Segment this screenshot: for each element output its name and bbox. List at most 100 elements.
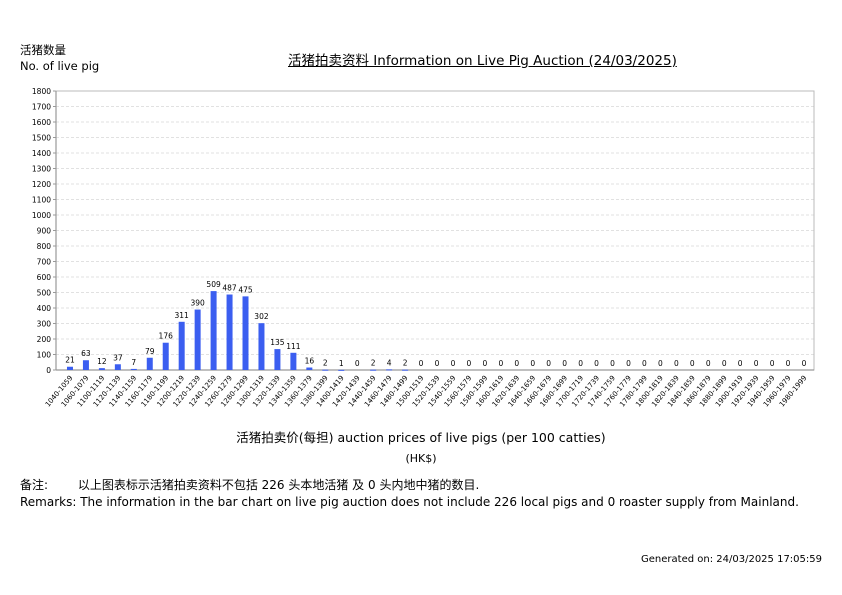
y-tick-label: 1600 [32,118,51,127]
y-tick-label: 1400 [32,149,51,158]
x-axis-title: 活猪拍卖价(每担) auction prices of live pigs (p… [236,430,606,445]
bar-value-label: 0 [594,359,599,368]
bar-value-label: 21 [65,356,75,365]
bar [210,291,217,370]
y-tick-label: 1700 [32,103,51,112]
y-tick-label: 1500 [32,134,51,143]
y-tick-label: 300 [37,320,52,329]
bar-value-label: 2 [323,359,328,368]
bar [178,321,185,370]
bar [194,309,201,370]
bar-value-label: 509 [206,280,221,289]
remarks-cn-label: 备注: [20,478,49,492]
bar-value-label: 2 [371,359,376,368]
bar-value-label: 0 [610,359,615,368]
x-axis-unit: (HK$) [405,452,437,465]
bar [386,369,393,371]
bar [322,369,329,371]
y-tick-label: 900 [37,227,52,236]
bar [66,366,73,370]
bar-value-label: 1 [339,359,344,368]
bar-value-label: 0 [802,359,807,368]
bar-value-label: 4 [387,358,392,367]
bar-value-label: 2 [403,359,408,368]
bar-value-label: 0 [754,359,759,368]
bar [258,323,265,370]
bar [402,369,409,371]
bar-value-label: 487 [222,284,237,293]
bar [290,352,297,370]
bar-value-label: 0 [786,359,791,368]
bar-value-label: 12 [97,357,107,366]
bar [98,368,105,370]
bar-value-label: 0 [482,359,487,368]
bar-value-label: 0 [514,359,519,368]
bar-value-label: 0 [642,359,647,368]
bar-value-label: 0 [578,359,583,368]
bar-value-label: 0 [722,359,727,368]
y-tick-label: 100 [37,351,52,360]
bar-value-label: 176 [159,332,174,341]
y-tick-label: 600 [37,273,52,282]
plot-area [55,90,815,371]
y-tick-label: 1800 [32,87,51,96]
bar [82,360,89,370]
bar-value-label: 0 [706,359,711,368]
bar [274,349,281,370]
bar-value-label: 302 [254,312,269,321]
bar-value-label: 0 [546,359,551,368]
bar-value-label: 16 [305,357,315,366]
bar-value-label: 0 [530,359,535,368]
bar [370,369,377,371]
bar-value-label: 7 [131,358,136,367]
bar [146,357,153,370]
y-axis-title-cn: 活猪数量 [20,43,66,57]
y-axis-title: 活猪数量 No. of live pig [20,42,99,74]
y-tick-label: 0 [46,366,51,375]
y-tick-label: 800 [37,242,52,251]
bar-value-label: 0 [674,359,679,368]
bar [114,364,121,370]
bar-value-label: 390 [190,299,205,308]
bar-value-label: 79 [145,347,155,356]
bar [226,294,233,370]
y-tick-label: 1100 [32,196,51,205]
bar-value-label: 311 [175,311,190,320]
y-tick-label: 400 [37,304,52,313]
bar [130,368,137,370]
y-tick-label: 700 [37,258,52,267]
bar-value-label: 0 [690,359,695,368]
y-tick-label: 1200 [32,180,51,189]
bar-value-label: 135 [270,338,285,347]
bar-value-label: 0 [498,359,503,368]
bar-value-label: 0 [658,359,663,368]
y-axis-title-en: No. of live pig [20,59,100,73]
bar-value-label: 0 [419,359,424,368]
bar-value-label: 0 [435,359,440,368]
y-tick-label: 1300 [32,165,51,174]
bar-value-label: 475 [238,285,253,294]
bar-value-label: 0 [467,359,472,368]
bar-value-label: 37 [113,353,123,362]
bar-value-label: 0 [562,359,567,368]
bar [338,369,345,371]
y-tick-label: 1000 [32,211,51,220]
bar-value-label: 63 [81,349,91,358]
chart-title: 活猪拍卖资料 Information on Live Pig Auction (… [288,53,677,69]
bar [306,367,313,370]
bar-chart: 0100200300400500600700800900100011001200… [32,87,815,409]
bar [162,342,169,370]
y-tick-label: 200 [37,335,52,344]
bar-value-label: 0 [770,359,775,368]
bar [242,296,249,370]
remarks-cn-text: 以上图表标示活猪拍卖资料不包括 226 头本地活猪 及 0 头内地中猪的数目. [77,478,480,492]
bar-value-label: 0 [355,359,360,368]
bar-value-label: 111 [286,342,301,351]
remarks: 备注: 以上图表标示活猪拍卖资料不包括 226 头本地活猪 及 0 头内地中猪的… [20,477,799,511]
remarks-en-text: Remarks: The information in the bar char… [20,495,799,509]
generated-timestamp: Generated on: 24/03/2025 17:05:59 [641,554,822,565]
y-tick-label: 500 [37,289,52,298]
bar-value-label: 0 [626,359,631,368]
remarks-cn: 备注: 以上图表标示活猪拍卖资料不包括 226 头本地活猪 及 0 头内地中猪的… [20,477,799,494]
bar-value-label: 0 [738,359,743,368]
